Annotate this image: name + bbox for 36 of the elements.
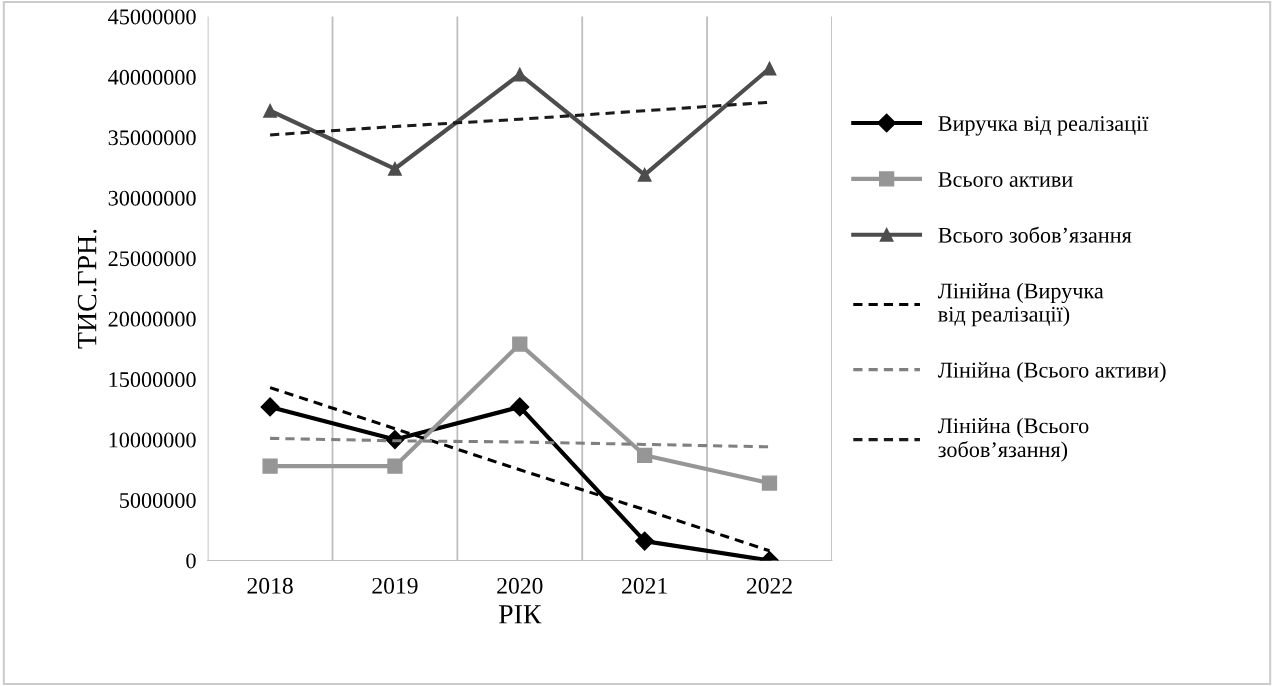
point [637,447,653,463]
y-tick-label: 45000000 [108,9,196,25]
point [387,458,403,474]
legend-label: Всього зобов’язання [938,226,1132,243]
x-tick-label: 2021 [622,577,667,594]
y-tick-label: 30000000 [108,190,196,206]
y-tick-label: 40000000 [108,69,196,85]
x-tick-label: 2020 [497,577,543,594]
point [637,167,652,182]
x-axis-title: РІК [498,605,542,624]
y-tick-label: 0 [186,553,196,569]
x-tick-label: 2022 [746,577,792,594]
point [263,103,278,118]
point [260,397,280,417]
point [635,531,655,551]
y-tick-label: 10000000 [109,432,196,448]
point [512,336,528,352]
y-tick-label: 35000000 [108,130,196,146]
point [761,475,778,491]
x-tick-label: 2019 [372,577,418,594]
y-axis-title: ТИС.ГРН. [77,229,97,349]
legend-label: Виручка від реалізації [938,116,1149,136]
y-tick-label: 25000000 [108,251,196,267]
point [387,161,402,176]
point [512,67,527,82]
legend-label: Лінійна (Виручка від реалізації) [937,282,1104,327]
y-tick-label: 5000000 [120,492,196,508]
x-tick-label: 2018 [247,577,293,594]
legend-label: Лінійна (Всього зобов’язання) [937,417,1089,462]
point [510,397,530,417]
y-tick-label: 15000000 [109,372,196,388]
y-tick-label: 20000000 [108,311,196,327]
point [262,458,278,474]
point [762,61,777,76]
legend-label: Всього активи [938,172,1073,187]
legend-label: Лінійна (Всього активи) [937,361,1166,383]
